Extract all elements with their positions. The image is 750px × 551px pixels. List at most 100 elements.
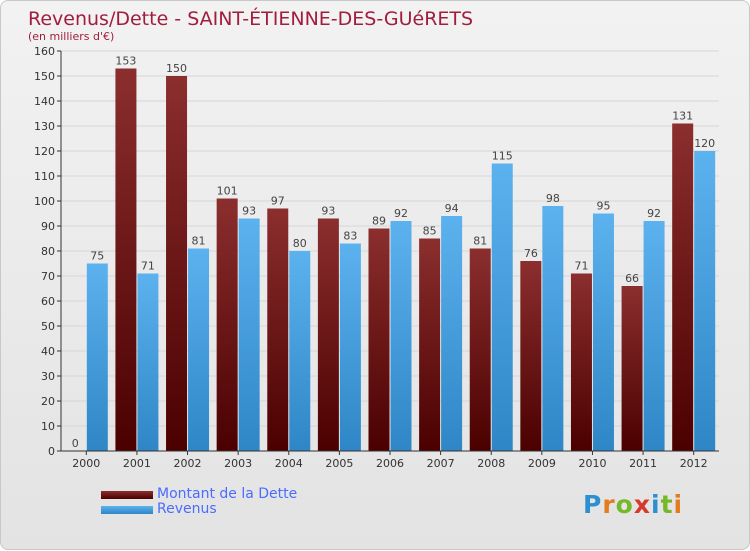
bar-revenus bbox=[491, 163, 513, 451]
data-label: 76 bbox=[524, 247, 538, 260]
data-label: 92 bbox=[394, 207, 408, 220]
y-tick-label: 120 bbox=[34, 145, 55, 158]
data-label: 115 bbox=[492, 150, 513, 163]
bar-dette bbox=[368, 228, 390, 451]
data-label: 71 bbox=[574, 260, 588, 273]
data-label: 93 bbox=[242, 205, 256, 218]
x-tick-label: 2005 bbox=[325, 457, 353, 470]
bar-revenus bbox=[643, 221, 665, 451]
data-label: 89 bbox=[372, 215, 386, 228]
data-label: 97 bbox=[271, 195, 285, 208]
y-tick-label: 130 bbox=[34, 120, 55, 133]
data-label: 66 bbox=[625, 272, 639, 285]
bar-revenus bbox=[694, 151, 716, 451]
bar-revenus bbox=[390, 221, 412, 451]
bar-dette bbox=[317, 218, 339, 451]
x-tick-label: 2010 bbox=[578, 457, 606, 470]
y-tick-label: 20 bbox=[41, 395, 55, 408]
legend-swatch-dette bbox=[101, 491, 153, 499]
bar-revenus bbox=[238, 218, 260, 451]
data-label: 120 bbox=[694, 137, 715, 150]
bars bbox=[86, 68, 716, 451]
data-label: 75 bbox=[90, 250, 104, 263]
chart-title: Revenus/Dette - SAINT-ÉTIENNE-DES-GUéRET… bbox=[28, 8, 474, 30]
data-label: 71 bbox=[141, 260, 155, 273]
chart-subtitle: (en milliers d'€) bbox=[28, 30, 115, 43]
x-tick-label: 2001 bbox=[123, 457, 151, 470]
data-label: 92 bbox=[647, 207, 661, 220]
data-label: 153 bbox=[115, 55, 136, 68]
bar-revenus bbox=[137, 273, 159, 451]
bar-dette bbox=[419, 238, 441, 451]
y-tick-label: 90 bbox=[41, 220, 55, 233]
data-label: 98 bbox=[546, 192, 560, 205]
x-tick-label: 2004 bbox=[275, 457, 303, 470]
logo-letter: x bbox=[633, 490, 651, 519]
y-tick-label: 140 bbox=[34, 95, 55, 108]
data-label: 0 bbox=[72, 437, 79, 450]
bar-dette bbox=[621, 286, 643, 451]
legend-label-revenus: Revenus bbox=[157, 501, 217, 517]
data-label: 81 bbox=[192, 235, 206, 248]
value-labels: 0 75 153 71 150 81 101 93 97 80 93 83 89 92 85 94 81 115 7… bbox=[72, 55, 715, 451]
bar-dette bbox=[166, 76, 188, 451]
bar-dette bbox=[672, 123, 694, 451]
logo-letter: P bbox=[583, 490, 603, 519]
logo-letter: o bbox=[615, 490, 634, 519]
x-tick-label: 2000 bbox=[72, 457, 100, 470]
y-tick-label: 70 bbox=[41, 270, 55, 283]
bar-revenus bbox=[289, 251, 311, 451]
data-label: 101 bbox=[217, 185, 238, 198]
data-label: 93 bbox=[321, 205, 335, 218]
data-label: 95 bbox=[596, 200, 610, 213]
bar-revenus bbox=[542, 206, 564, 451]
y-tick-label: 50 bbox=[41, 320, 55, 333]
logo-letter: r bbox=[602, 490, 616, 519]
y-tick-label: 100 bbox=[34, 195, 55, 208]
legend-label-dette: Montant de la Dette bbox=[157, 486, 298, 502]
bar-dette bbox=[216, 198, 238, 451]
y-tick-label: 0 bbox=[48, 445, 55, 458]
logo-letter: i bbox=[673, 490, 684, 519]
data-label: 131 bbox=[672, 110, 693, 123]
bar-dette bbox=[520, 261, 542, 451]
bar-dette bbox=[115, 68, 137, 451]
x-tick-label: 2009 bbox=[528, 457, 556, 470]
grid-lines bbox=[61, 50, 719, 452]
x-tick-label: 2003 bbox=[224, 457, 252, 470]
data-label: 85 bbox=[423, 225, 437, 238]
y-tick-label: 150 bbox=[34, 70, 55, 83]
data-label: 80 bbox=[293, 237, 307, 250]
proxiti-logo: Proxiti bbox=[583, 490, 683, 519]
y-tick-label: 30 bbox=[41, 370, 55, 383]
y-tick-label: 10 bbox=[41, 420, 55, 433]
bar-revenus bbox=[86, 263, 108, 451]
data-label: 81 bbox=[473, 235, 487, 248]
legend-swatch-revenus bbox=[101, 506, 153, 514]
y-tick-label: 160 bbox=[34, 45, 55, 58]
bar-revenus bbox=[188, 248, 210, 451]
bar-dette bbox=[570, 273, 592, 451]
data-label: 83 bbox=[343, 230, 357, 243]
logo-letter: i bbox=[651, 490, 661, 519]
y-tick-label: 60 bbox=[41, 295, 55, 308]
x-tick-label: 2006 bbox=[376, 457, 404, 470]
x-tick-label: 2012 bbox=[680, 457, 708, 470]
y-tick-label: 80 bbox=[41, 245, 55, 258]
x-tick-label: 2008 bbox=[477, 457, 505, 470]
data-label: 150 bbox=[166, 62, 187, 75]
axes: 0 10 20 30 40 50 60 70 80 90 100 110 120 130 140 150 160… bbox=[34, 45, 719, 470]
x-tick-label: 2002 bbox=[174, 457, 202, 470]
x-tick-label: 2007 bbox=[427, 457, 455, 470]
bar-revenus bbox=[339, 243, 361, 451]
y-tick-label: 110 bbox=[34, 170, 55, 183]
logo-letter: t bbox=[660, 490, 674, 519]
bar-revenus bbox=[592, 213, 614, 451]
x-tick-label: 2011 bbox=[629, 457, 657, 470]
data-label: 94 bbox=[445, 202, 459, 215]
y-tick-label: 40 bbox=[41, 345, 55, 358]
bar-revenus bbox=[441, 216, 463, 451]
bar-dette bbox=[267, 208, 289, 451]
